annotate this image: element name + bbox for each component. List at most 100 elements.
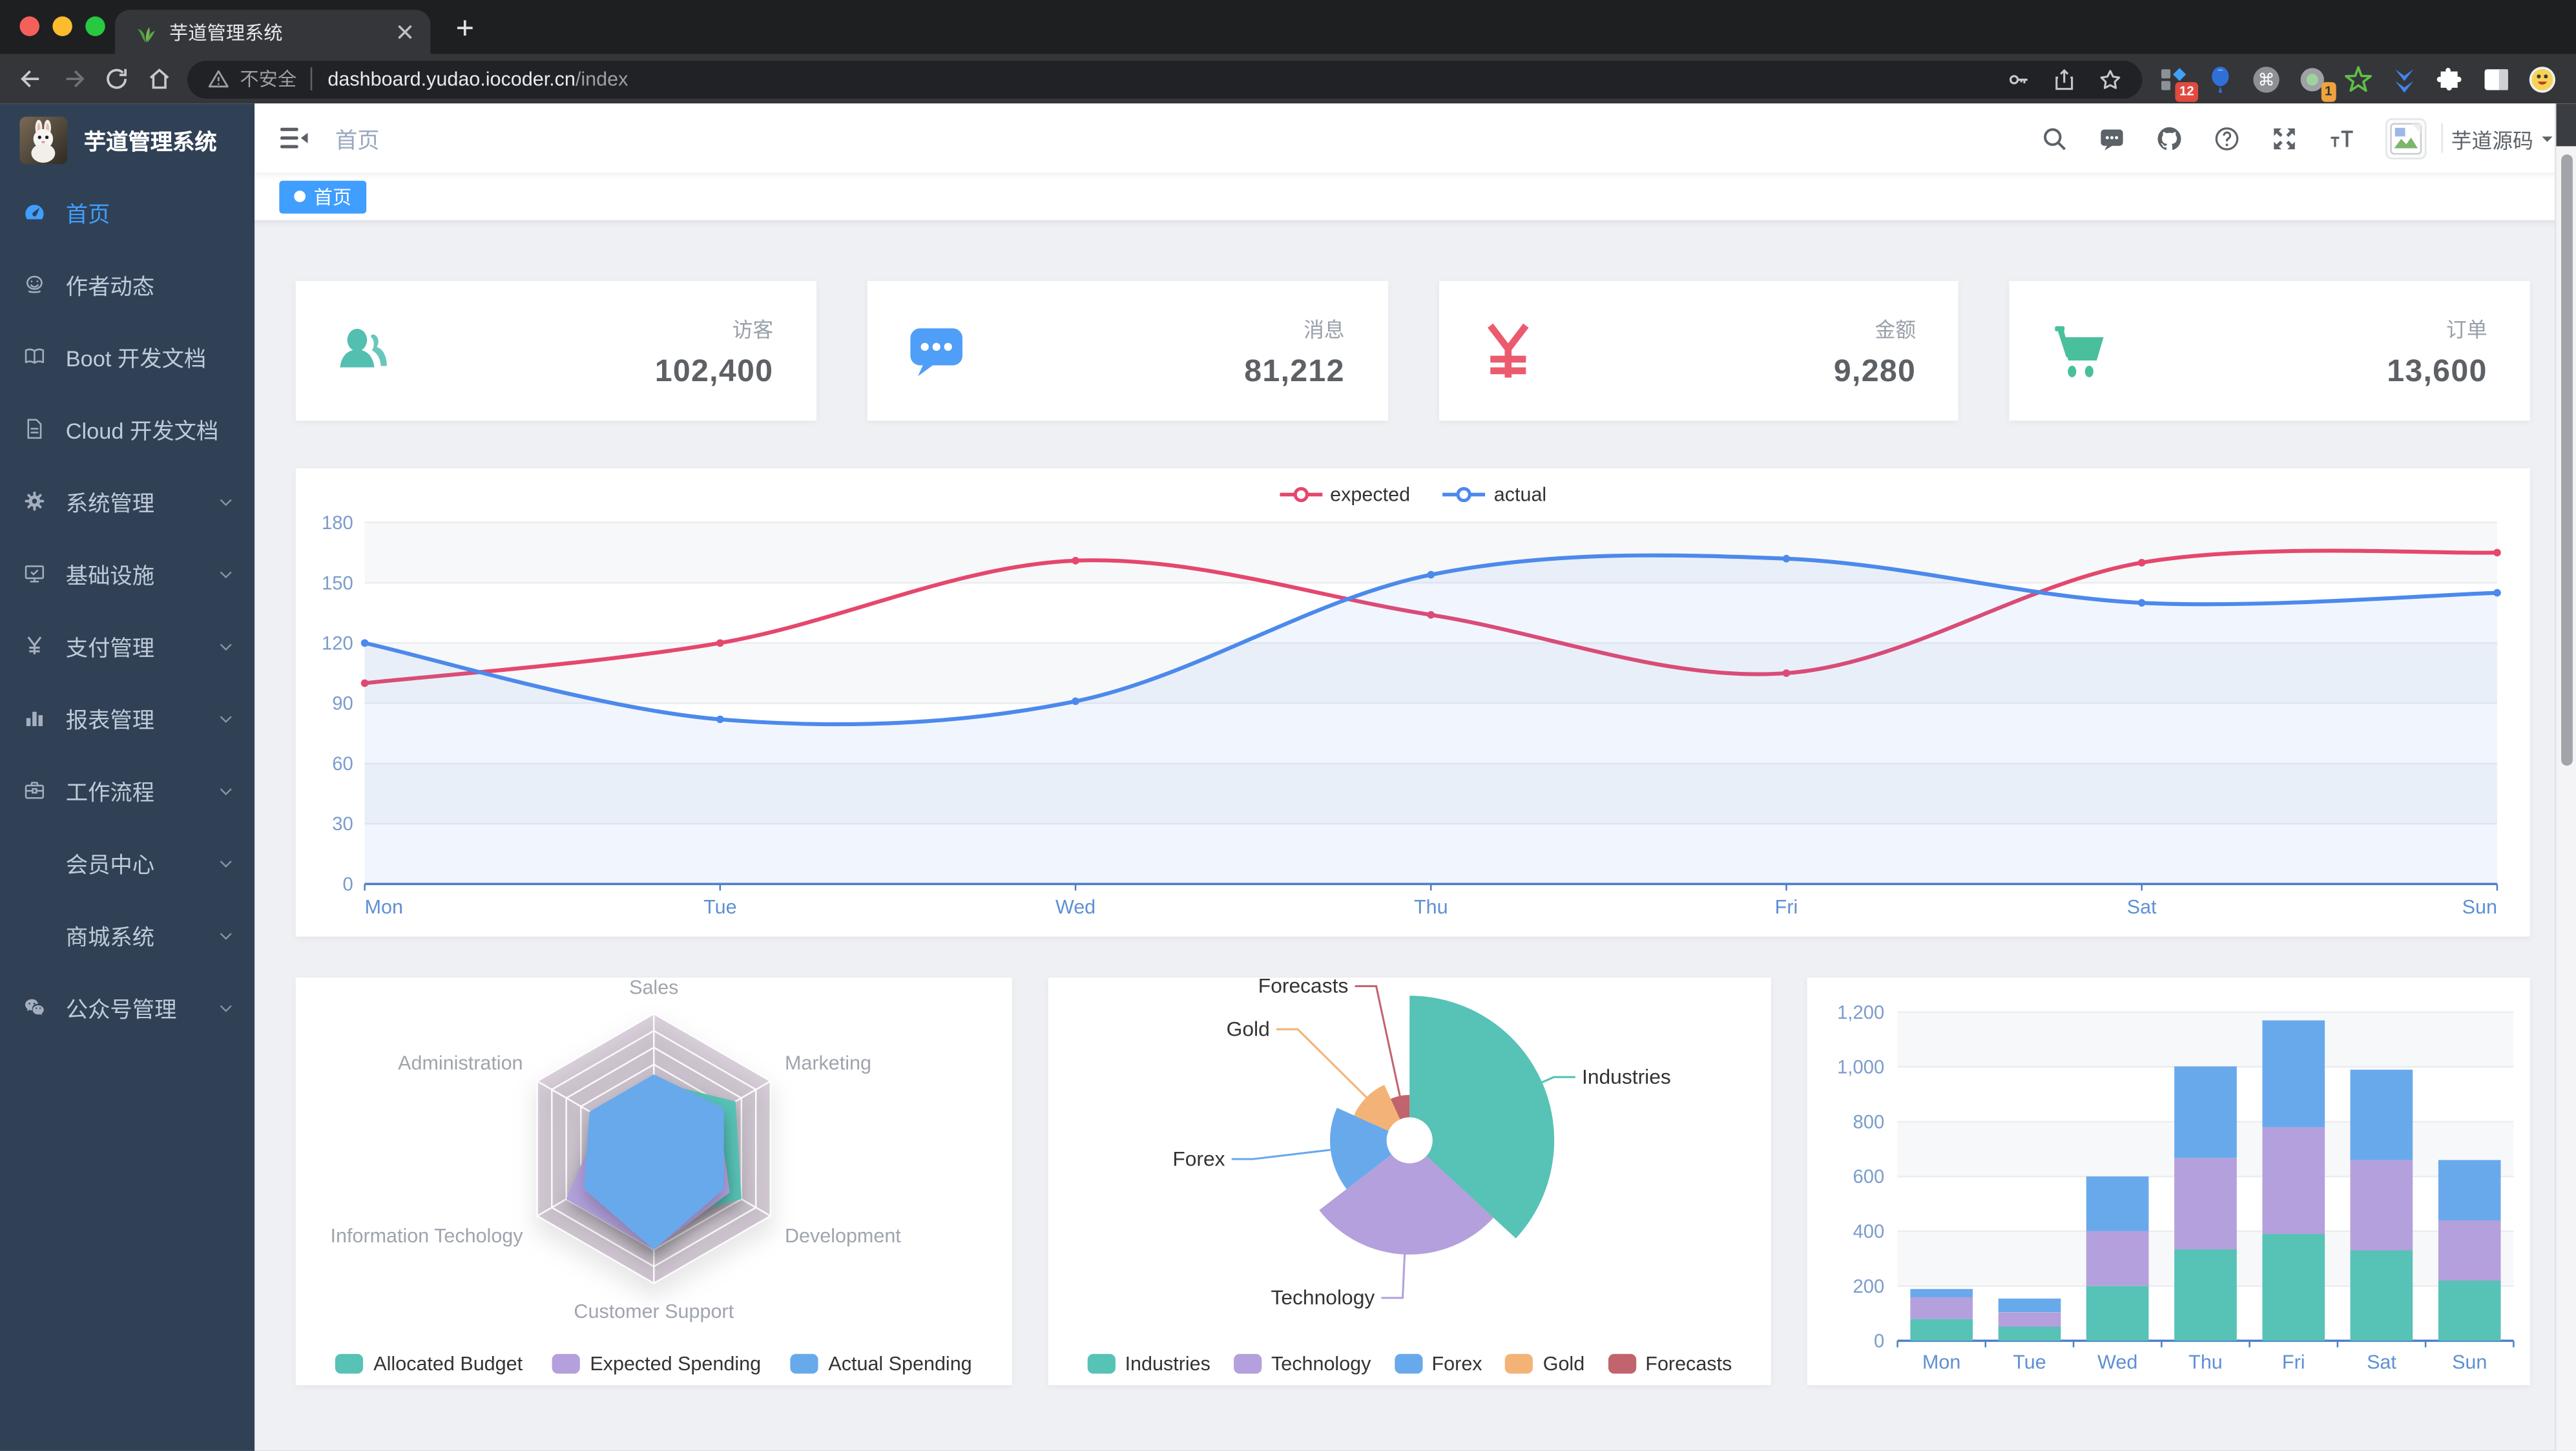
legend-item-Gold[interactable]: Gold xyxy=(1505,1352,1584,1375)
legend-swatch xyxy=(1505,1353,1533,1374)
legend-swatch xyxy=(552,1353,581,1374)
window-controls[interactable] xyxy=(19,16,105,36)
sidebar-item-报表管理[interactable]: 报表管理 xyxy=(0,682,254,754)
fullscreen-icon[interactable] xyxy=(2270,124,2298,152)
svg-text:800: 800 xyxy=(1853,1112,1884,1133)
double-chevron-extension-icon[interactable] xyxy=(2389,63,2420,94)
tag-active-dot xyxy=(294,191,306,202)
hamburger-icon[interactable] xyxy=(278,121,311,154)
legend-item-actual[interactable]: actual xyxy=(1442,483,1546,506)
minimize-window-button[interactable] xyxy=(52,16,72,36)
svg-text:Information Techology: Information Techology xyxy=(331,1225,524,1247)
stat-card-消息[interactable]: 消息 81,212 xyxy=(867,280,1387,421)
search-icon[interactable] xyxy=(2041,124,2068,152)
profile-avatar-icon[interactable] xyxy=(2527,63,2558,94)
sidebar-item-label: Boot 开发文档 xyxy=(65,346,207,371)
share-icon[interactable] xyxy=(2052,67,2077,91)
briefcase-icon xyxy=(23,779,47,802)
sidebar-item-工作流程[interactable]: 工作流程 xyxy=(0,754,254,826)
legend-item-Industries[interactable]: Industries xyxy=(1087,1352,1210,1375)
close-window-button[interactable] xyxy=(19,16,40,36)
not-secure-warning-icon[interactable] xyxy=(207,67,230,90)
stat-card-访客[interactable]: 访客 102,400 xyxy=(295,280,816,421)
sidebar-item-支付管理[interactable]: 支付管理 xyxy=(0,610,254,682)
extension-badge: 1 xyxy=(2320,81,2336,101)
forward-button[interactable] xyxy=(54,59,94,99)
legend-item-Actual Spending[interactable]: Actual Spending xyxy=(790,1352,972,1375)
legend-item-Allocated Budget[interactable]: Allocated Budget xyxy=(335,1352,523,1375)
svg-text:Thu: Thu xyxy=(2188,1352,2223,1373)
bookmark-stack-extension-icon[interactable]: 12 xyxy=(2159,63,2199,101)
legend-swatch xyxy=(1233,1353,1262,1374)
chart-icon xyxy=(23,707,47,730)
legend-label: Actual Spending xyxy=(828,1352,972,1375)
legend-item-Expected Spending[interactable]: Expected Spending xyxy=(552,1352,761,1375)
sidebar-item-label: 报表管理 xyxy=(65,708,155,733)
legend-item-Forex[interactable]: Forex xyxy=(1394,1352,1482,1375)
extension-badge: 12 xyxy=(2175,81,2199,101)
user-name[interactable]: 芋道源码 xyxy=(2451,129,2533,152)
navbar-divider xyxy=(2441,123,2443,153)
extensions-puzzle-icon[interactable] xyxy=(2435,63,2466,94)
side-panel-icon[interactable] xyxy=(2480,63,2511,94)
caret-down-icon[interactable] xyxy=(2539,129,2557,147)
sidebar-item-Cloud 开发文档[interactable]: Cloud 开发文档 xyxy=(0,393,254,465)
svg-text:1,000: 1,000 xyxy=(1837,1058,1884,1078)
stat-card-订单[interactable]: 订单 13,600 xyxy=(2010,280,2530,421)
sidebar-item-Boot 开发文档[interactable]: Boot 开发文档 xyxy=(0,320,254,393)
back-button[interactable] xyxy=(12,59,51,99)
svg-text:60: 60 xyxy=(332,754,353,775)
star-extension-icon[interactable] xyxy=(2343,63,2374,94)
balloon-extension-icon[interactable] xyxy=(2205,63,2236,94)
new-tab-button[interactable] xyxy=(447,10,483,46)
scrollbar-thumb[interactable] xyxy=(2561,154,2573,766)
chevron-down-icon xyxy=(217,853,235,872)
legend-item-Forecasts[interactable]: Forecasts xyxy=(1607,1352,1732,1375)
bar-chart-panel: 0 200 400 600 800 1,000 1,200 Mon Tue Wed Thu Fri Sa… xyxy=(1807,977,2530,1386)
zoom-window-button[interactable] xyxy=(85,16,105,36)
svg-text:Tue: Tue xyxy=(703,896,736,918)
sidebar-item-公众号管理[interactable]: 公众号管理 xyxy=(0,971,254,1043)
page-scrollbar[interactable] xyxy=(2554,103,2576,1451)
legend-item-expected[interactable]: expected xyxy=(1279,483,1410,506)
sidebar-logo-row[interactable]: 芋道管理系统 xyxy=(0,103,254,176)
legend-swatch xyxy=(1087,1353,1116,1374)
sidebar-item-商城系统[interactable]: 商城系统 xyxy=(0,899,254,971)
svg-text:Sat: Sat xyxy=(2367,1352,2396,1373)
legend-item-Technology[interactable]: Technology xyxy=(1233,1352,1371,1375)
legend-swatch xyxy=(335,1353,364,1374)
stat-card-金额[interactable]: 金额 9,280 xyxy=(1438,280,1959,421)
home-button[interactable] xyxy=(140,59,179,99)
help-icon[interactable] xyxy=(2213,124,2241,152)
url-bar[interactable]: 不安全 dashboard.yudao.iocoder.cn /index xyxy=(187,59,2143,98)
radar-chart: Sales Administration Information Techology… xyxy=(331,977,902,1322)
recorder-extension-icon[interactable]: 1 xyxy=(2297,63,2336,101)
sidebar-item-作者动态[interactable]: 作者动态 xyxy=(0,248,254,320)
gear-icon xyxy=(23,490,47,513)
url-divider xyxy=(309,67,311,90)
breadcrumb[interactable]: 首页 xyxy=(335,128,380,153)
browser-tab[interactable]: 芋道管理系统 xyxy=(115,10,431,54)
legend-label: Forex xyxy=(1431,1352,1482,1375)
sidebar-item-系统管理[interactable]: 系统管理 xyxy=(0,465,254,538)
command-extension-icon[interactable]: ⌘ xyxy=(2250,63,2281,94)
reload-button[interactable] xyxy=(97,59,136,99)
sidebar-item-会员中心[interactable]: 会员中心 xyxy=(0,826,254,899)
font-size-icon[interactable] xyxy=(2328,124,2356,152)
github-icon[interactable] xyxy=(2155,124,2183,152)
tab-close-icon[interactable] xyxy=(393,20,417,45)
app-title: 芋道管理系统 xyxy=(83,129,217,155)
message-icon[interactable] xyxy=(2098,124,2126,152)
url-path: /index xyxy=(575,67,628,90)
svg-text:Mon: Mon xyxy=(365,896,403,918)
password-key-icon[interactable] xyxy=(2006,67,2030,91)
bookmark-star-icon[interactable] xyxy=(2098,67,2123,91)
stat-card-label: 消息 xyxy=(1304,318,1345,341)
sidebar-item-基础设施[interactable]: 基础设施 xyxy=(0,538,254,610)
tag-首页[interactable]: 首页 xyxy=(279,180,367,213)
browser-toolbar: 不安全 dashboard.yudao.iocoder.cn /index 12 xyxy=(0,54,2576,104)
sidebar-item-首页[interactable]: 首页 xyxy=(0,176,254,248)
svg-text:Forecasts: Forecasts xyxy=(1258,977,1349,997)
user-avatar[interactable] xyxy=(2385,117,2427,159)
sidebar-item-label: 首页 xyxy=(65,202,110,227)
